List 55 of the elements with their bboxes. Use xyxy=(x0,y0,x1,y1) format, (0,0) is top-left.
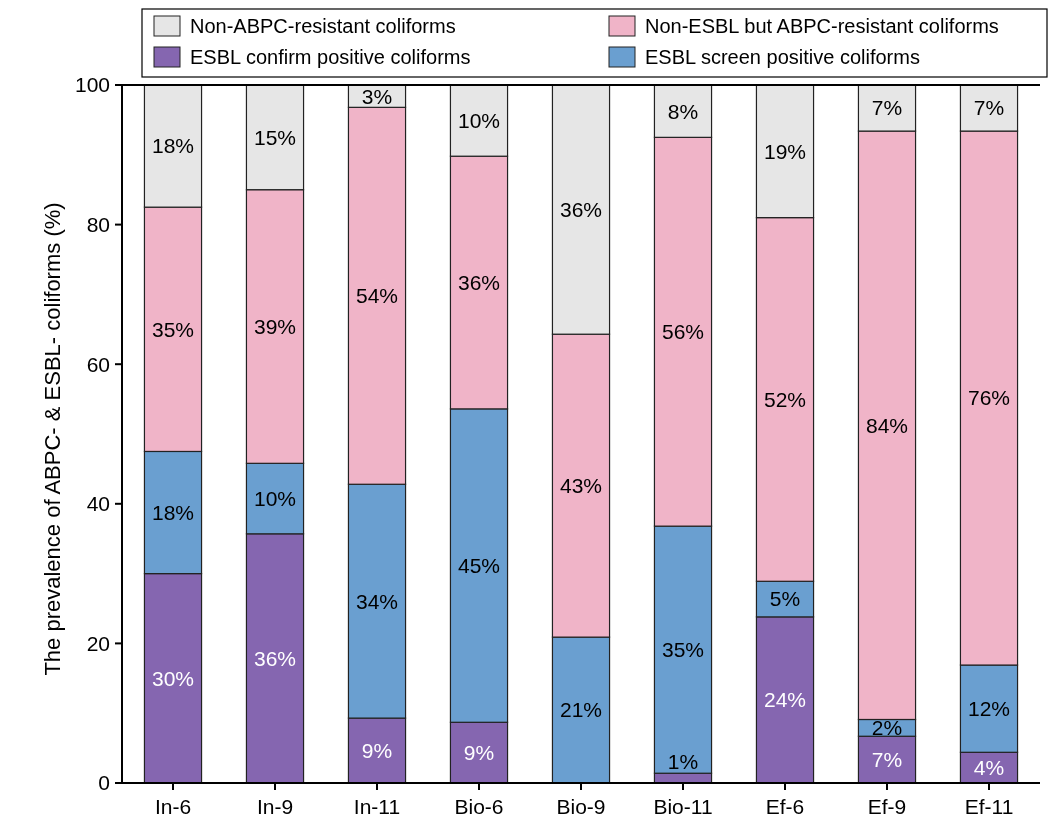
data-label: 43% xyxy=(559,474,603,497)
x-tick-label: Ef-11 xyxy=(964,795,1014,819)
data-label: 45% xyxy=(457,553,501,577)
data-label: 10% xyxy=(457,108,501,132)
data-label: 36% xyxy=(559,197,603,221)
x-tick-label: Ef-6 xyxy=(765,795,805,819)
data-label: 9% xyxy=(361,738,393,762)
data-label: 12% xyxy=(967,697,1011,721)
data-label: 35% xyxy=(661,638,705,662)
x-tick-label: Bio-9 xyxy=(556,795,606,819)
y-tick-label: 20 xyxy=(86,631,110,655)
y-tick-label: 40 xyxy=(86,492,110,516)
data-label: 30% xyxy=(151,666,195,690)
x-tick-label: Bio-6 xyxy=(454,795,504,819)
data-label: 7% xyxy=(973,96,1005,120)
data-label: 7% xyxy=(871,96,903,120)
data-label: 7% xyxy=(871,747,903,771)
data-label: 2% xyxy=(871,716,903,740)
legend-label: ESBL screen positive coliforms xyxy=(645,46,920,68)
data-label: 5% xyxy=(769,587,801,611)
x-tick-label: In-9 xyxy=(256,795,294,819)
y-tick-label: 100 xyxy=(74,73,110,97)
data-label: 18% xyxy=(151,134,195,158)
data-label: 1% xyxy=(667,749,699,773)
data-label: 52% xyxy=(763,387,807,411)
data-label: 54% xyxy=(355,284,399,308)
x-tick-label: In-11 xyxy=(353,795,401,819)
data-label: 3% xyxy=(361,84,393,108)
data-label: 24% xyxy=(763,688,807,712)
data-label: 21% xyxy=(559,698,603,722)
x-tick-label: Bio-11 xyxy=(653,795,713,819)
data-label: 8% xyxy=(667,99,699,123)
data-label: 10% xyxy=(253,486,297,510)
y-tick-label: 60 xyxy=(86,352,110,376)
data-label: 76% xyxy=(967,386,1011,410)
y-axis-title: The prevalence of ABPC- & ESBL- coliforms (%) xyxy=(40,202,65,676)
legend-label: Non-ABPC-resistant coliforms xyxy=(190,15,456,37)
data-label: 84% xyxy=(865,413,909,437)
data-label: 39% xyxy=(253,314,297,338)
legend-label: Non-ESBL but ABPC-resistant coliforms xyxy=(645,15,999,37)
data-label: 9% xyxy=(463,740,495,764)
y-tick-label: 80 xyxy=(86,212,110,236)
x-tick-label: In-6 xyxy=(154,795,192,819)
data-label: 19% xyxy=(763,139,807,163)
data-label: 36% xyxy=(253,646,297,670)
data-label: 35% xyxy=(151,317,195,341)
data-label: 18% xyxy=(151,500,195,524)
data-label: 56% xyxy=(661,320,705,344)
data-label: 15% xyxy=(253,125,297,149)
y-tick-label: 0 xyxy=(98,771,110,795)
data-label: 34% xyxy=(355,589,399,613)
x-tick-label: Ef-9 xyxy=(867,795,907,819)
legend-label: ESBL confirm positive coliforms xyxy=(190,46,471,68)
data-label: 36% xyxy=(457,270,501,294)
data-label: 4% xyxy=(973,755,1005,779)
